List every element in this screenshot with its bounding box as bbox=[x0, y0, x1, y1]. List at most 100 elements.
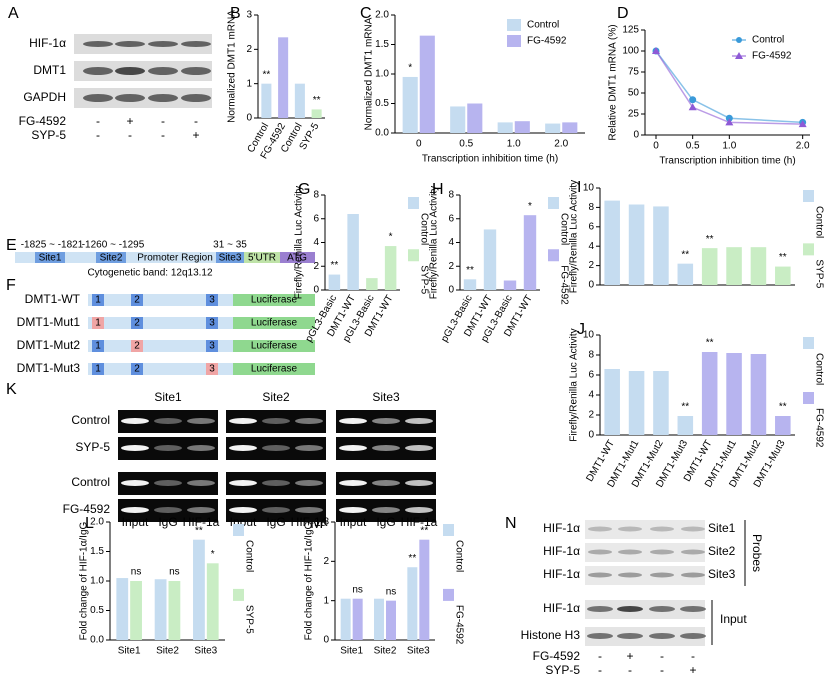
gel-band bbox=[295, 418, 323, 424]
y-tick-label: 4 bbox=[313, 237, 319, 248]
treatment-sign: + bbox=[689, 663, 696, 677]
site-label: 2 bbox=[134, 318, 140, 329]
x-tick-label: 1.0 bbox=[507, 139, 521, 150]
treatment-sign: - bbox=[96, 114, 100, 128]
treatment-label: FG-4592 bbox=[533, 649, 581, 663]
blot-band bbox=[588, 572, 612, 578]
probes-label: Probes bbox=[750, 534, 764, 572]
construct-label: DMT1-Mut1 bbox=[17, 315, 81, 329]
bar bbox=[677, 416, 694, 435]
series-line bbox=[655, 50, 803, 125]
reporter-box bbox=[233, 363, 315, 375]
x-tick-label: Site1 bbox=[118, 646, 141, 657]
bar bbox=[407, 567, 418, 640]
gel-band bbox=[295, 445, 323, 451]
blot-band bbox=[148, 67, 178, 75]
site-label: 1 bbox=[95, 341, 101, 352]
gel-band bbox=[262, 480, 290, 486]
bar bbox=[374, 598, 384, 640]
y-tick-label: 2 bbox=[246, 44, 252, 55]
blot-row-label: DMT1 bbox=[33, 63, 66, 77]
legend-swatch bbox=[233, 588, 244, 601]
bar bbox=[750, 354, 767, 435]
gel-band bbox=[372, 418, 400, 424]
bar bbox=[116, 578, 129, 640]
legend-label: FG-4592 bbox=[527, 36, 567, 47]
x-axis-label: Transcription inhibition time (h) bbox=[422, 154, 558, 165]
lane-label: IgG bbox=[376, 515, 395, 529]
reporter-label: Luciferase bbox=[251, 364, 298, 375]
blot-strip bbox=[585, 566, 705, 585]
x-tick-label: Site2 bbox=[156, 646, 179, 657]
gel-band bbox=[372, 507, 400, 513]
legend-label: Control bbox=[453, 540, 464, 572]
site-box bbox=[206, 363, 218, 375]
construct-bar bbox=[88, 317, 233, 329]
x-axis-label: Transcription inhibition time (h) bbox=[659, 156, 795, 167]
site-range: -1825 ~ -1821 bbox=[21, 240, 84, 251]
legend-label: Control bbox=[243, 540, 254, 572]
blot-band bbox=[148, 41, 178, 47]
gel-band bbox=[229, 418, 257, 424]
legend-label: FG-4592 bbox=[558, 265, 569, 305]
treatment-sign: - bbox=[598, 649, 602, 663]
construct-label: DMT1-Mut3 bbox=[17, 361, 81, 375]
gel-band bbox=[154, 445, 182, 451]
site-box bbox=[206, 317, 218, 329]
y-tick-label: 75 bbox=[628, 67, 640, 78]
legend-label: SYP-5 bbox=[243, 605, 254, 634]
y-axis-label: Firefly/Renilla Luc Activity bbox=[569, 180, 580, 293]
y-axis-label: Firefly/Renilla Luc Activity bbox=[429, 186, 440, 299]
y-tick-label: 6 bbox=[588, 370, 594, 381]
treatment-sign: - bbox=[628, 663, 632, 677]
gel-band bbox=[187, 445, 215, 451]
panel-label: J bbox=[577, 321, 585, 338]
lane-label: Input bbox=[340, 515, 367, 529]
point bbox=[689, 96, 697, 104]
bar bbox=[340, 598, 351, 640]
site-label: Site3 bbox=[708, 567, 736, 581]
x-tick-label: 2.0 bbox=[554, 139, 568, 150]
bar bbox=[523, 215, 537, 290]
panel-label: F bbox=[6, 277, 16, 294]
bar bbox=[206, 563, 219, 640]
blot-strip bbox=[585, 627, 705, 646]
legend-swatch bbox=[408, 197, 419, 209]
lane-label: HIF-1a bbox=[183, 515, 220, 529]
y-tick-label: 0 bbox=[323, 635, 329, 646]
blot-band bbox=[115, 41, 145, 47]
blot-band bbox=[83, 41, 113, 47]
row-label: Control bbox=[71, 413, 110, 427]
treatment-sign: - bbox=[161, 128, 165, 142]
significance-label: ** bbox=[706, 338, 714, 349]
site-label: 3 bbox=[209, 318, 215, 329]
gel-band bbox=[262, 507, 290, 513]
panel-label: L bbox=[85, 515, 94, 532]
blot-band bbox=[618, 572, 642, 578]
site-label: 2 bbox=[134, 295, 140, 306]
blot-band bbox=[617, 606, 643, 612]
y-tick-label: 2.0 bbox=[375, 10, 389, 21]
significance-label: ** bbox=[681, 249, 689, 260]
significance-label: ** bbox=[195, 525, 203, 536]
treatment-sign: + bbox=[126, 114, 133, 128]
y-tick-label: 1.5 bbox=[90, 546, 104, 557]
blot-row-label: HIF-1α bbox=[543, 521, 580, 535]
gel-band bbox=[187, 480, 215, 486]
y-tick-label: 3 bbox=[323, 517, 329, 528]
y-tick-label: 50 bbox=[628, 88, 640, 99]
bar bbox=[294, 83, 305, 118]
bar bbox=[726, 353, 742, 435]
bar bbox=[193, 539, 205, 640]
treatment-sign: + bbox=[192, 128, 199, 142]
y-axis-label: Relative DMT1 mRNA (%) bbox=[608, 24, 619, 140]
blot-band bbox=[618, 526, 642, 532]
gel-band bbox=[229, 480, 257, 486]
atg-box bbox=[280, 252, 315, 263]
legend-swatch bbox=[803, 392, 814, 404]
bar bbox=[726, 247, 742, 285]
legend-swatch bbox=[507, 19, 521, 31]
reporter-box bbox=[233, 294, 315, 306]
gel-band bbox=[372, 480, 400, 486]
gel-strip bbox=[118, 472, 218, 495]
